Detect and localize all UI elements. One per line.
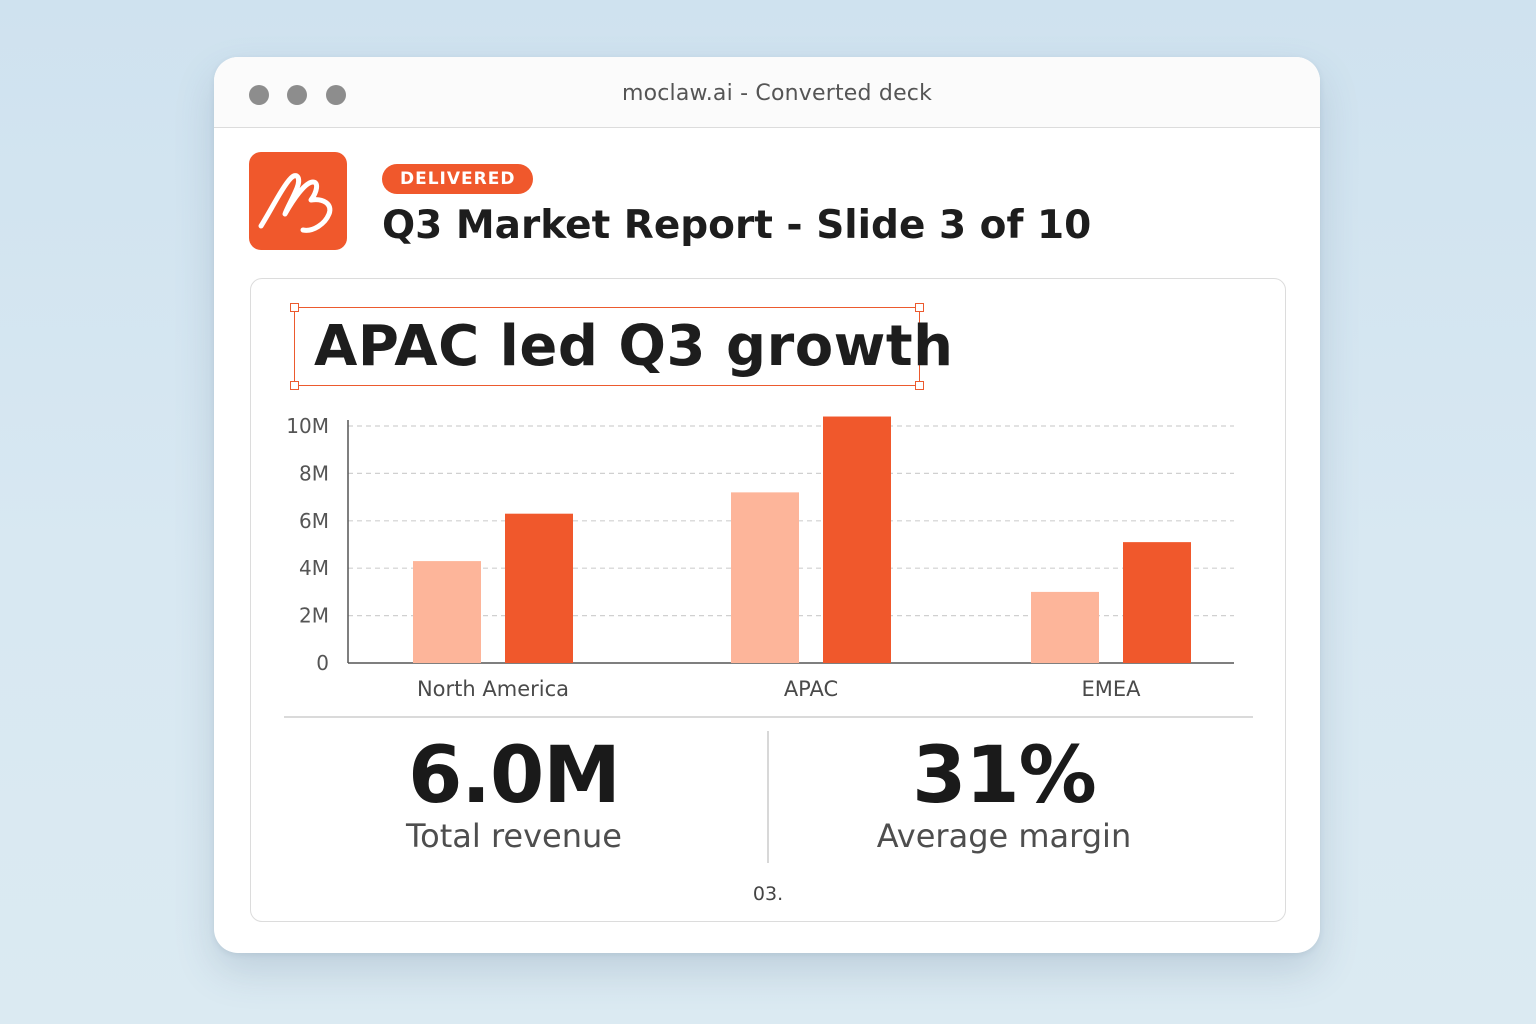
x-category-label: APAC [784, 677, 838, 701]
kpi-average-margin-label: Average margin [876, 817, 1132, 855]
slide-page-number: 03. [752, 883, 784, 905]
section-divider [284, 716, 1253, 718]
kpi-average-margin-value: 31% [912, 731, 1097, 821]
kpi-divider [767, 731, 769, 863]
window-titlebar: moclaw.ai - Converted deck [214, 57, 1320, 128]
moclaw-logo-icon [249, 152, 347, 250]
bar-emea-series-2 [1123, 542, 1191, 663]
resize-handle-top-right[interactable] [915, 303, 924, 312]
slide-headline[interactable]: APAC led Q3 growth [314, 314, 954, 379]
kpi-total-revenue-value: 6.0M [408, 731, 621, 821]
bar-north-america-series-1 [413, 561, 481, 663]
x-category-label: EMEA [1081, 677, 1141, 701]
window-zoom-button[interactable] [326, 85, 346, 105]
y-tick-label: 2M [299, 604, 329, 628]
y-tick-label: 10M [286, 414, 329, 438]
y-tick-label: 8M [299, 461, 329, 485]
bar-north-america-series-2 [505, 513, 573, 663]
bar-emea-series-1 [1031, 591, 1099, 663]
bar-apac-series-1 [731, 492, 799, 663]
y-tick-label: 4M [299, 556, 329, 580]
resize-handle-bottom-left[interactable] [290, 381, 299, 390]
kpi-total-revenue-label: Total revenue [406, 817, 622, 855]
browser-window: moclaw.ai - Converted deck DELIVERED Q3 … [214, 57, 1320, 953]
window-minimize-button[interactable] [287, 85, 307, 105]
headline-selection[interactable]: APAC led Q3 growth [290, 303, 953, 390]
resize-handle-bottom-right[interactable] [915, 381, 924, 390]
slide-canvas[interactable]: APAC led Q3 growth 0 2M 4M 6M 8M 10M North Ame… [250, 278, 1286, 922]
bar-chart: 0 2M 4M 6M 8M 10M North America APAC EMEA [286, 414, 1234, 701]
window-title: moclaw.ai - Converted deck [621, 81, 933, 106]
page-title: Q3 Market Report - Slide 3 of 10 [382, 203, 1092, 248]
window-close-button[interactable] [249, 85, 269, 105]
x-category-label: North America [417, 677, 569, 701]
y-tick-label: 0 [316, 651, 329, 675]
resize-handle-top-left[interactable] [290, 303, 299, 312]
bar-apac-series-2 [823, 416, 891, 663]
status-badge: DELIVERED [382, 164, 534, 194]
y-tick-label: 6M [299, 509, 329, 533]
